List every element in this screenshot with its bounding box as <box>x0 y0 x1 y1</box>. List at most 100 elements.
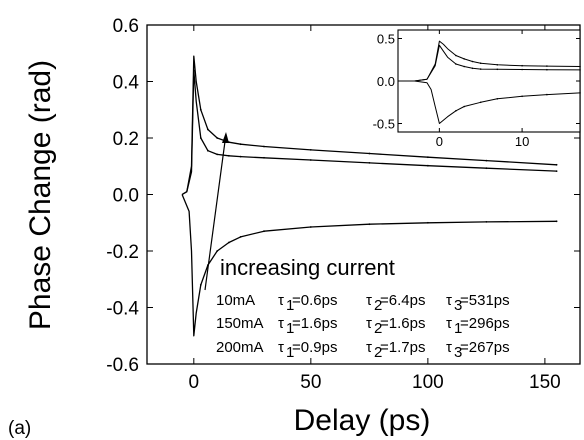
data-point <box>471 60 474 63</box>
tau-b-value: =1.6ps <box>380 315 425 332</box>
data-point <box>579 92 581 94</box>
data-point <box>228 241 230 244</box>
y-tick-label: 0.0 <box>377 74 395 89</box>
data-point <box>546 65 548 67</box>
tau-c-value: =531ps <box>460 292 510 309</box>
series-line-3 <box>398 80 581 124</box>
tau-b-value: =1.7ps <box>380 339 425 356</box>
tau-a-value: =0.9ps <box>292 339 337 356</box>
tau-b-symbol: τ <box>366 292 372 309</box>
data-point <box>521 68 523 71</box>
data-point <box>207 149 209 152</box>
y-tick-label: 0.6 <box>113 16 139 37</box>
x-axis-title: Delay (ps) <box>294 404 431 437</box>
tau-a-symbol: τ <box>278 292 284 309</box>
row-current: 150mA <box>216 315 264 332</box>
inset-plot: 0 10 -0.5 0.0 0.5 <box>373 29 581 149</box>
data-point <box>239 143 242 146</box>
tau-b-subscript: 2 <box>374 320 382 337</box>
arrow-head <box>222 132 229 143</box>
data-point <box>239 155 242 158</box>
data-point <box>216 153 219 156</box>
data-point <box>228 154 230 157</box>
data-point <box>263 145 265 148</box>
x-tick-label: 10 <box>515 134 529 149</box>
data-point <box>496 98 499 100</box>
data-point <box>579 69 581 71</box>
data-point <box>496 64 499 66</box>
tau-b-symbol: τ <box>366 339 372 356</box>
annotation-row-2: 150mA τ 1 =1.6ps τ 2 =1.6ps τ 1 =296ps <box>216 315 510 337</box>
tau-c-symbol: τ <box>446 315 452 332</box>
tau-a-symbol: τ <box>278 315 284 332</box>
data-point <box>479 62 482 64</box>
row-current: 200mA <box>216 339 264 356</box>
tau-c-symbol: τ <box>446 339 452 356</box>
data-point <box>199 284 202 286</box>
data-point <box>463 65 466 68</box>
data-point <box>427 221 429 224</box>
data-point <box>521 95 523 98</box>
data-point <box>455 54 457 57</box>
data-point <box>496 68 499 71</box>
data-point <box>546 93 548 96</box>
data-point <box>555 163 558 166</box>
tau-b-symbol: τ <box>366 315 372 332</box>
data-point <box>199 108 202 111</box>
data-point <box>485 167 488 170</box>
x-tick-label: 150 <box>529 372 561 393</box>
increasing-current-arrow <box>204 133 227 291</box>
x-tick-label: 100 <box>412 372 444 393</box>
data-point <box>309 226 312 228</box>
y-tick-label: -0.5 <box>373 117 395 132</box>
tau-b-subscript: 2 <box>374 297 382 314</box>
tau-c-subscript: 1 <box>454 320 462 337</box>
y-axis-title: Phase Change (rad) <box>24 60 57 330</box>
tau-a-value: =0.6ps <box>292 292 337 309</box>
data-point <box>427 156 429 159</box>
data-point <box>309 149 312 151</box>
y-tick-label: -0.4 <box>106 299 139 320</box>
data-point <box>485 221 488 223</box>
tau-a-subscript: 1 <box>286 344 294 361</box>
series-line-3 <box>181 194 557 337</box>
data-point <box>455 110 457 112</box>
data-point <box>368 162 371 164</box>
x-tick-label: 0 <box>436 134 443 149</box>
panel-label: (a) <box>8 418 31 439</box>
data-point <box>471 67 474 70</box>
row-current: 10mA <box>216 292 255 309</box>
data-point <box>479 101 482 104</box>
annotation-title: increasing current <box>220 255 395 280</box>
main-axis-ticks: 0 50 100 150-0.6-0.4-0.20.00.20.40.6 <box>106 16 580 393</box>
y-tick-label: 0.5 <box>377 32 395 47</box>
tau-c-value: =296ps <box>460 315 510 332</box>
tau-c-subscript: 3 <box>454 344 462 361</box>
data-point <box>479 68 482 70</box>
data-point <box>455 63 457 65</box>
y-tick-label: 0.2 <box>113 129 139 150</box>
data-point <box>579 65 581 68</box>
annotation-row-1: 10mA τ 1 =0.6ps τ 2 =6.4ps τ 3 =531ps <box>216 292 510 314</box>
data-point <box>263 156 265 159</box>
data-point <box>427 164 429 167</box>
x-tick-label: 0 <box>189 372 200 393</box>
inset-axis-ticks: 0 10 -0.5 0.0 0.5 <box>373 30 580 149</box>
tau-a-value: =1.6ps <box>292 315 337 332</box>
y-tick-label: 0.0 <box>113 186 139 207</box>
data-point <box>263 230 265 233</box>
y-tick-label: -0.2 <box>106 242 139 263</box>
tau-c-subscript: 3 <box>454 297 462 314</box>
data-point <box>463 105 466 108</box>
y-tick-label: -0.6 <box>106 355 139 376</box>
data-point <box>521 64 523 67</box>
tau-b-subscript: 2 <box>374 344 382 361</box>
tau-a-symbol: τ <box>278 339 284 356</box>
data-point <box>207 128 209 131</box>
y-tick-label: 0.4 <box>113 73 140 94</box>
tau-c-symbol: τ <box>446 292 452 309</box>
data-point <box>368 223 371 226</box>
data-point <box>368 152 371 155</box>
inset-series-group <box>398 40 581 124</box>
